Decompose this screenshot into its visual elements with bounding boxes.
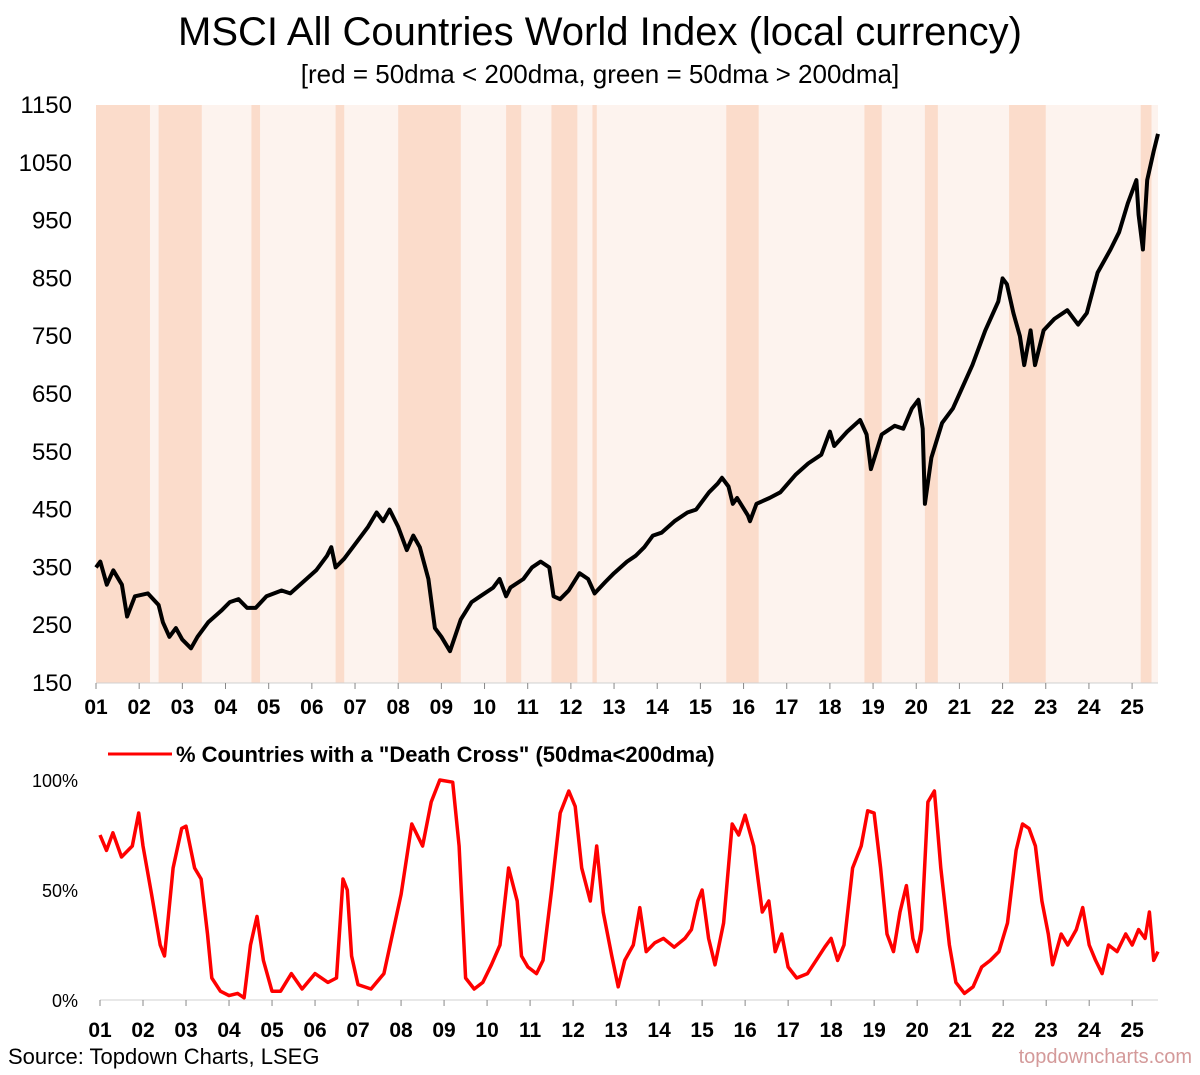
x-tick-label: 25 bbox=[1120, 696, 1144, 719]
x-tick-label-bottom: 21 bbox=[948, 1019, 972, 1040]
x-tick-label: 01 bbox=[84, 696, 108, 719]
y-tick-label: 950 bbox=[32, 208, 72, 235]
y-tick-label: 1150 bbox=[20, 92, 72, 119]
y-tick-label: 850 bbox=[32, 265, 72, 292]
x-tick-label-bottom: 01 bbox=[88, 1019, 112, 1040]
msci-acwi-line bbox=[94, 133, 1160, 654]
y-tick-label: 350 bbox=[32, 554, 72, 581]
bottom-chart-legend: % Countries with a "Death Cross" (50dma<… bbox=[108, 742, 715, 767]
watermark: topdowncharts.com bbox=[1018, 1046, 1192, 1068]
shaded-period-11 bbox=[1009, 105, 1046, 683]
source-note: Source: Topdown Charts, LSEG bbox=[8, 1044, 320, 1069]
x-tick-label: 11 bbox=[517, 696, 540, 719]
x-tick-label-bottom: 16 bbox=[733, 1019, 756, 1040]
x-tick-label: 05 bbox=[257, 696, 281, 719]
x-tick-label: 24 bbox=[1077, 696, 1101, 719]
x-tick-label: 03 bbox=[171, 696, 194, 719]
shaded-period-2 bbox=[251, 105, 261, 683]
x-tick-label: 16 bbox=[732, 696, 755, 719]
death-cross-line bbox=[98, 778, 1160, 1000]
x-tick-label-bottom: 07 bbox=[346, 1019, 369, 1040]
x-tick-label-bottom: 14 bbox=[647, 1019, 671, 1040]
plot-area bbox=[96, 105, 1158, 683]
x-tick-label: 06 bbox=[300, 696, 323, 719]
shaded-period-7 bbox=[592, 105, 597, 683]
x-tick-label-bottom: 15 bbox=[690, 1019, 714, 1040]
x-tick-label: 21 bbox=[948, 696, 972, 719]
x-tick-label: 08 bbox=[387, 696, 411, 719]
chart-subtitle: [red = 50dma < 200dma, green = 50dma > 2… bbox=[300, 59, 900, 89]
x-tick-label-bottom: 17 bbox=[776, 1019, 799, 1040]
legend-label: % Countries with a "Death Cross" (50dma<… bbox=[176, 742, 715, 767]
top-chart-line-layer bbox=[94, 133, 1160, 654]
x-tick-label: 22 bbox=[991, 696, 1014, 719]
y-tick-label: 1050 bbox=[19, 150, 72, 177]
shaded-period-10 bbox=[924, 105, 938, 683]
chart-title: MSCI All Countries World Index (local cu… bbox=[178, 10, 1022, 54]
x-tick-label-bottom: 08 bbox=[389, 1019, 413, 1040]
shaded-period-5 bbox=[506, 105, 522, 683]
x-tick-label: 04 bbox=[214, 696, 238, 719]
y-tick-label: 750 bbox=[32, 323, 72, 350]
x-tick-label-bottom: 12 bbox=[561, 1019, 584, 1040]
x-tick-label: 17 bbox=[775, 696, 798, 719]
x-tick-label-bottom: 18 bbox=[819, 1019, 843, 1040]
x-tick-label: 12 bbox=[559, 696, 582, 719]
x-tick-label-bottom: 24 bbox=[1078, 1019, 1102, 1040]
x-tick-label-bottom: 23 bbox=[1034, 1019, 1057, 1040]
shaded-period-12 bbox=[1140, 105, 1152, 683]
x-tick-label: 02 bbox=[127, 696, 150, 719]
y-tick-label: 550 bbox=[32, 439, 72, 466]
y-tick-label-bottom: 0% bbox=[52, 991, 78, 1011]
x-tick-label-bottom: 11 bbox=[519, 1019, 542, 1040]
shaded-period-3 bbox=[335, 105, 345, 683]
y-tick-label: 450 bbox=[32, 497, 72, 524]
x-tick-label: 15 bbox=[689, 696, 713, 719]
x-tick-label-bottom: 10 bbox=[475, 1019, 498, 1040]
x-tick-label: 10 bbox=[473, 696, 496, 719]
shaded-period-8 bbox=[726, 105, 759, 683]
x-tick-label: 20 bbox=[905, 696, 928, 719]
x-tick-label: 07 bbox=[343, 696, 366, 719]
y-tick-label: 650 bbox=[32, 381, 72, 408]
shaded-period-9 bbox=[864, 105, 882, 683]
x-tick-label-bottom: 02 bbox=[131, 1019, 154, 1040]
top-chart-axes: 150 250 350 450 550 650 750 850 950 1050 1150 01 02 0… bbox=[19, 92, 1158, 719]
top-chart-background bbox=[96, 105, 1158, 683]
x-tick-label: 18 bbox=[818, 696, 842, 719]
x-tick-label-bottom: 22 bbox=[991, 1019, 1014, 1040]
y-tick-label: 250 bbox=[32, 612, 72, 639]
x-tick-label-bottom: 03 bbox=[174, 1019, 197, 1040]
x-tick-label: 23 bbox=[1034, 696, 1057, 719]
x-tick-label-bottom: 05 bbox=[260, 1019, 284, 1040]
x-tick-label: 09 bbox=[430, 696, 453, 719]
x-tick-label: 13 bbox=[602, 696, 625, 719]
x-tick-label-bottom: 19 bbox=[862, 1019, 885, 1040]
bottom-chart-line-layer bbox=[98, 778, 1160, 1000]
x-tick-label-bottom: 25 bbox=[1121, 1019, 1145, 1040]
bottom-chart-axes: 0% 50% 100% 01 02 03 04 05 06 07 08 09 10 11 12 13 14 15 1… bbox=[32, 771, 1158, 1040]
x-tick-label: 14 bbox=[646, 696, 670, 719]
x-tick-label-bottom: 06 bbox=[303, 1019, 326, 1040]
y-tick-label-bottom: 50% bbox=[42, 881, 78, 901]
x-tick-label-bottom: 04 bbox=[217, 1019, 241, 1040]
x-tick-label-bottom: 13 bbox=[604, 1019, 627, 1040]
x-tick-label: 19 bbox=[861, 696, 884, 719]
y-tick-label-bottom: 100% bbox=[32, 771, 78, 791]
x-tick-label-bottom: 09 bbox=[432, 1019, 455, 1040]
y-tick-label: 150 bbox=[32, 670, 72, 697]
shaded-period-1 bbox=[158, 105, 202, 683]
x-tick-label-bottom: 20 bbox=[905, 1019, 928, 1040]
